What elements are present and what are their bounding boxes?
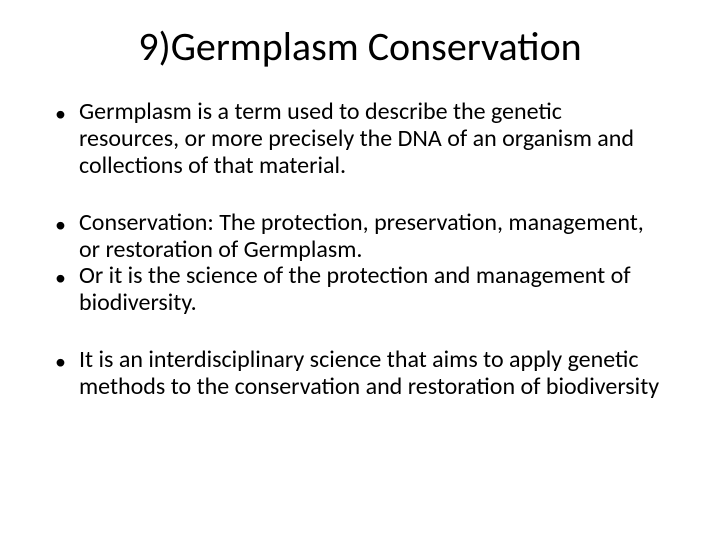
bullet-marker-icon: • [55, 347, 79, 375]
bullet-marker-icon: • [55, 263, 79, 291]
slide-title: 9)Germplasm Conservation [55, 22, 665, 71]
slide-body: • Germplasm is a term used to describe t… [55, 99, 665, 401]
slide: 9)Germplasm Conservation • Germplasm is … [0, 0, 720, 540]
bullet-group-3: • It is an interdisciplinary science tha… [55, 347, 665, 401]
bullet-item: • Or it is the science of the protection… [55, 263, 665, 317]
bullet-text: Germplasm is a term used to describe the… [79, 99, 665, 180]
bullet-group-2: • Conservation: The protection, preserva… [55, 210, 665, 318]
bullet-text: Conservation: The protection, preservati… [79, 210, 665, 264]
bullet-group-1: • Germplasm is a term used to describe t… [55, 99, 665, 180]
bullet-item: • Conservation: The protection, preserva… [55, 210, 665, 264]
bullet-marker-icon: • [55, 99, 79, 127]
bullet-item: • Germplasm is a term used to describe t… [55, 99, 665, 180]
bullet-marker-icon: • [55, 210, 79, 238]
bullet-item: • It is an interdisciplinary science tha… [55, 347, 665, 401]
bullet-text: Or it is the science of the protection a… [79, 263, 665, 317]
bullet-text: It is an interdisciplinary science that … [79, 347, 665, 401]
